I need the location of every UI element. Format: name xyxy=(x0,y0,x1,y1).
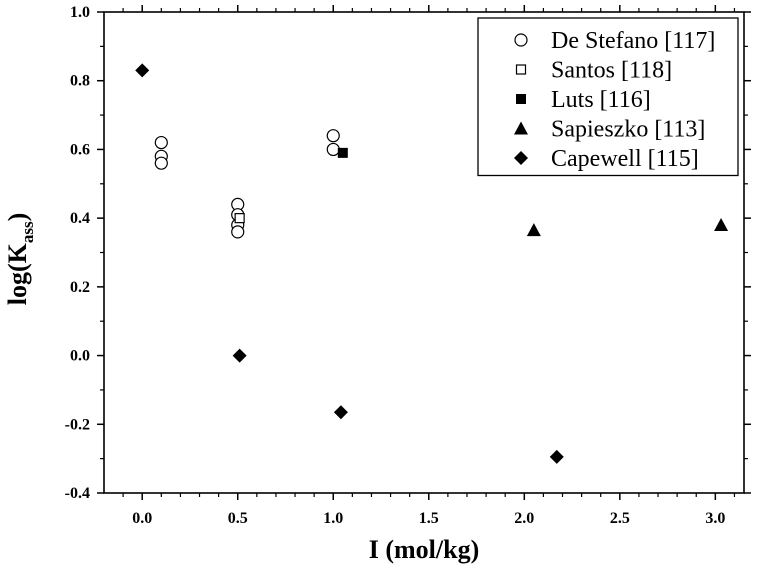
data-point xyxy=(337,147,348,158)
x-tick-label: 2.5 xyxy=(610,510,630,527)
y-axis-title-main: log(K xyxy=(3,242,32,305)
y-tick-label: 0.2 xyxy=(70,279,90,296)
data-point xyxy=(333,405,348,420)
x-tick-label: 1.0 xyxy=(323,510,343,527)
x-tick-label: 3.0 xyxy=(705,510,725,527)
y-tick-label: -0.2 xyxy=(65,416,90,433)
y-tick-label: -0.4 xyxy=(65,485,90,502)
data-point xyxy=(154,135,168,150)
legend-label: Sapieszko [113] xyxy=(551,117,705,143)
y-tick-label: 0.4 xyxy=(70,210,90,227)
data-point xyxy=(232,348,247,363)
legend-label: Luts [116] xyxy=(551,87,651,113)
x-axis-title: I (mol/kg) xyxy=(369,535,480,564)
x-tick-label: 2.0 xyxy=(514,510,534,527)
x-tick-label: 1.5 xyxy=(419,510,439,527)
legend-marker xyxy=(514,121,528,135)
legend-label: Capewell [115] xyxy=(551,146,699,172)
x-tick-label: 0.0 xyxy=(132,510,152,527)
x-tick-label: 0.5 xyxy=(228,510,248,527)
y-axis-title: log(Kass) xyxy=(3,213,37,306)
data-point xyxy=(135,63,150,78)
data-point xyxy=(326,129,340,143)
y-tick-label: 0.8 xyxy=(70,73,90,90)
y-tick-label: 0.0 xyxy=(70,348,90,365)
data-point xyxy=(549,449,564,464)
legend-marker xyxy=(514,151,528,165)
legend-label: De Stefano [117] xyxy=(551,28,715,54)
legend-marker xyxy=(516,94,526,104)
y-tick-label: 0.6 xyxy=(70,141,90,158)
data-point xyxy=(231,225,245,239)
legend-marker xyxy=(514,33,528,47)
y-axis-title-subscript: ass xyxy=(18,221,37,243)
y-axis-title-close: ) xyxy=(3,213,32,222)
legend-label: Santos [118] xyxy=(551,58,672,84)
data-point xyxy=(234,213,245,224)
data-point xyxy=(526,223,541,237)
data-point xyxy=(154,156,168,170)
data-point xyxy=(326,142,340,157)
legend-marker xyxy=(515,64,527,75)
data-point xyxy=(714,218,729,232)
y-tick-label: 1.0 xyxy=(70,4,90,21)
